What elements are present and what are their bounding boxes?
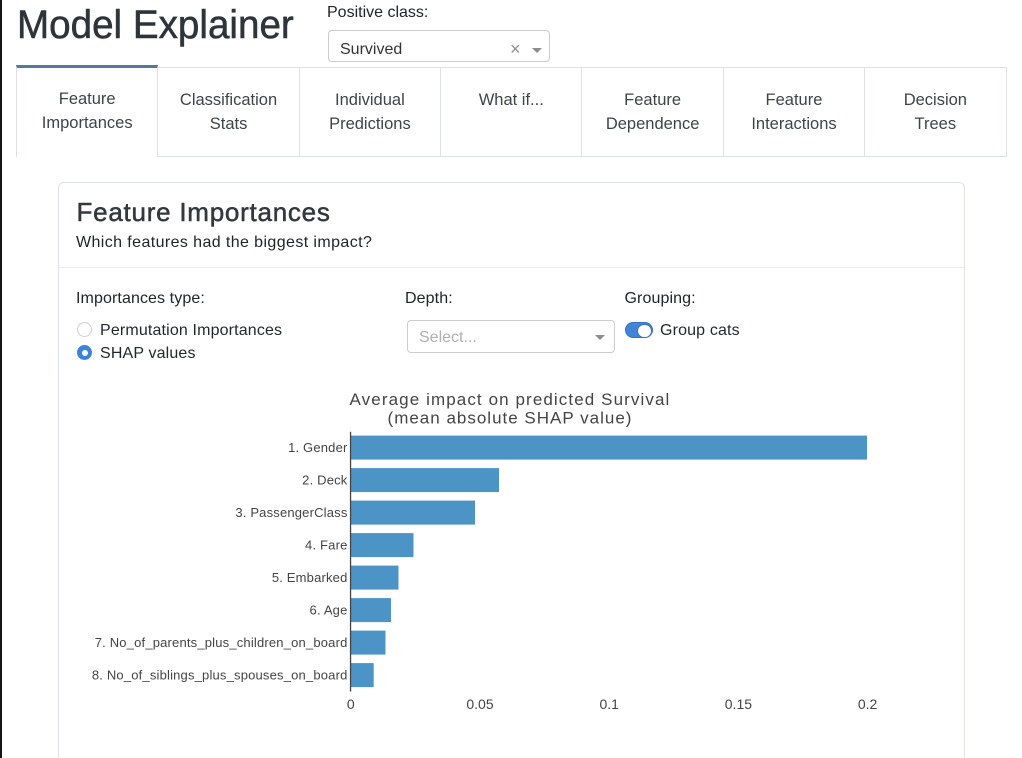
svg-text:6. Age: 6. Age <box>310 603 348 618</box>
svg-text:0.05: 0.05 <box>466 696 493 712</box>
svg-text:1. Gender: 1. Gender <box>288 440 348 455</box>
svg-text:3. PassengerClass: 3. PassengerClass <box>235 505 347 520</box>
svg-text:8. No_of_siblings_plus_spouses: 8. No_of_siblings_plus_spouses_on_board <box>92 668 348 683</box>
svg-text:(mean absolute SHAP value): (mean absolute SHAP value) <box>388 409 633 428</box>
svg-text:0.1: 0.1 <box>599 696 619 712</box>
svg-text:0: 0 <box>347 696 355 712</box>
svg-text:7. No_of_parents_plus_children: 7. No_of_parents_plus_children_on_board <box>95 635 348 650</box>
svg-text:5. Embarked: 5. Embarked <box>272 570 348 585</box>
svg-text:0.15: 0.15 <box>725 696 752 712</box>
svg-text:0.2: 0.2 <box>858 696 878 712</box>
svg-text:4. Fare: 4. Fare <box>305 538 347 553</box>
svg-text:Average impact on predicted Su: Average impact on predicted Survival <box>350 390 671 409</box>
svg-text:2. Deck: 2. Deck <box>302 473 348 488</box>
